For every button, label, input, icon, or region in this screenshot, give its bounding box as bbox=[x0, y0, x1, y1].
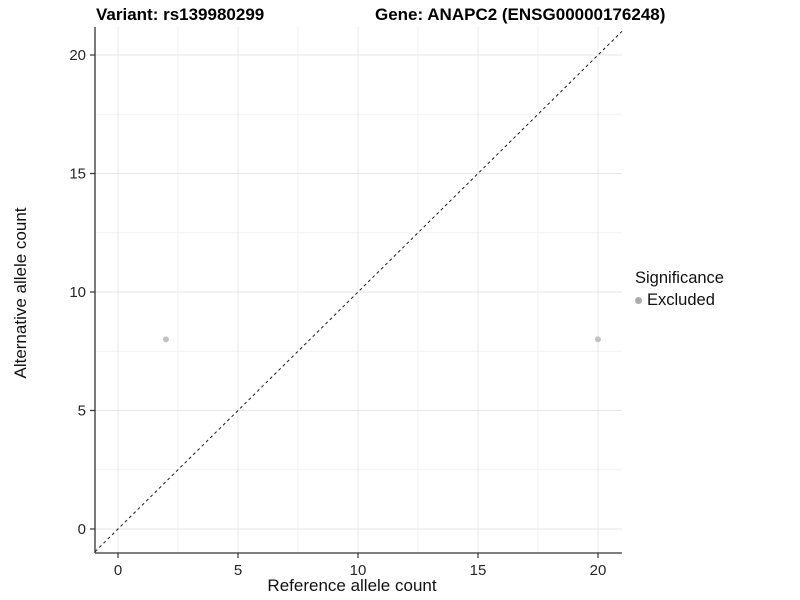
legend-title: Significance bbox=[635, 269, 724, 287]
y-tick-label: 20 bbox=[69, 47, 86, 64]
y-axis-title: Alternative allele count bbox=[11, 207, 30, 379]
variant-title: Variant: rs139980299 bbox=[96, 5, 265, 24]
legend-item-label: Excluded bbox=[647, 291, 715, 309]
x-tick-label: 20 bbox=[590, 562, 607, 579]
y-tick-label: 10 bbox=[69, 284, 86, 301]
data-point bbox=[595, 336, 601, 343]
y-tick-label: 5 bbox=[78, 403, 86, 420]
x-tick-label: 5 bbox=[234, 562, 242, 579]
excluded-dot-icon bbox=[635, 297, 642, 304]
x-tick-label: 0 bbox=[114, 562, 122, 579]
gene-title: Gene: ANAPC2 (ENSG00000176248) bbox=[375, 5, 666, 24]
x-tick-label: 15 bbox=[470, 562, 487, 579]
x-tick-label: 10 bbox=[350, 562, 367, 579]
legend-item-excluded: Excluded bbox=[635, 291, 724, 310]
x-axis-title: Reference allele count bbox=[267, 576, 437, 595]
legend: Significance Excluded bbox=[635, 269, 724, 310]
data-point bbox=[163, 336, 169, 343]
y-tick-label: 0 bbox=[78, 521, 86, 538]
y-tick-label: 15 bbox=[69, 166, 86, 183]
